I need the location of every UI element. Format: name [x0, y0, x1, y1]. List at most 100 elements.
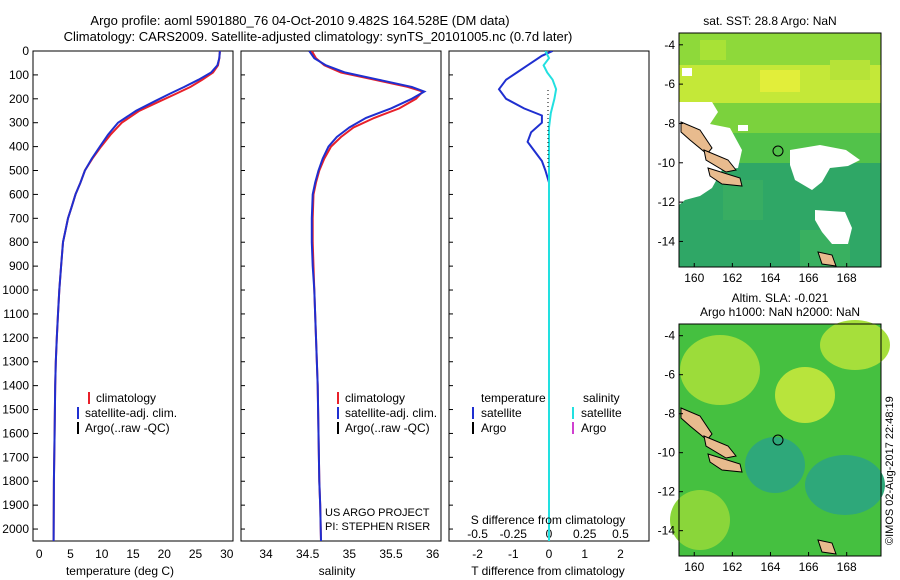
depth-axis: 0 100 200 300 400 500 600 700 800 900 1000 1100 1200… — [2, 44, 453, 536]
imos-credit: ©IMOS 02-Aug-2017 22:48:19 — [884, 396, 896, 545]
sla-map — [670, 320, 890, 557]
depth-tick-label: 100 — [9, 68, 29, 82]
x-tick-label: -2 — [472, 547, 483, 561]
argo-float-marker-1 — [772, 145, 784, 157]
temperature-legend: climatology satellite-adj. clim. Argo(..… — [77, 391, 177, 435]
depth-tick-label: 1800 — [2, 474, 29, 488]
x-tick-label: 25 — [189, 547, 203, 561]
map-x-tick-label: 162 — [722, 271, 742, 285]
sla-map-x-ticks: 160 162 164 166 168 — [684, 552, 857, 574]
map-x-tick-label: 160 — [684, 271, 704, 285]
sst-map — [678, 32, 882, 268]
island-7 — [707, 453, 743, 473]
difference-lines — [497, 51, 558, 541]
project-annotation: US ARGO PROJECT — [325, 507, 430, 519]
depth-tick-label: 1100 — [3, 307, 29, 321]
cloud-patch-3 — [815, 210, 852, 244]
depth-tick-label: 1900 — [2, 498, 29, 512]
map-x-tick-label: 168 — [837, 560, 857, 574]
x-tick-label: -0.5 — [467, 527, 488, 541]
x-tick-label: 20 — [158, 547, 172, 561]
map-y-tick-label: -10 — [658, 446, 676, 460]
island-2 — [703, 149, 737, 173]
temperature-xlabel: temperature (deg C) — [66, 564, 174, 578]
legend-argo-s: Argo(..raw -QC) — [345, 421, 430, 435]
header-line1: Argo profile: aoml 5901880_76 04-Oct-201… — [90, 13, 509, 28]
depth-tick-label: 1300 — [2, 355, 29, 369]
x-tick-label: -0.25 — [500, 527, 528, 541]
legend-satellite: satellite-adj. clim. — [85, 406, 177, 420]
pi-annotation: PI: STEPHEN RISER — [325, 521, 430, 533]
island-6 — [703, 435, 737, 459]
legend-argo: Argo(..raw -QC) — [85, 421, 170, 435]
temperature-x-ticks: 0 5 10 15 20 25 30 — [36, 547, 234, 561]
salinity-lines — [308, 51, 427, 541]
sla-map-frame — [678, 323, 882, 557]
legend-t-satellite: satellite — [481, 406, 522, 420]
series-line — [52, 51, 221, 541]
depth-tick-label: 0 — [22, 44, 29, 58]
temperature-lines — [52, 51, 221, 541]
depth-tick-label: 800 — [9, 235, 29, 249]
depth-tick-label: 300 — [9, 116, 29, 130]
map-y-tick-label: -8 — [664, 116, 675, 130]
map-y-tick-label: -12 — [658, 195, 676, 209]
map-y-tick-label: -14 — [658, 234, 676, 248]
x-tick-label: 5 — [67, 547, 74, 561]
map-x-tick-label: 168 — [837, 271, 857, 285]
x-tick-label: 34.5 — [296, 547, 320, 561]
x-tick-label: 2 — [617, 547, 624, 561]
difference-xlabel: T difference from climatology — [471, 564, 625, 578]
depth-tick-label: 1400 — [2, 379, 29, 393]
x-tick-label: 0.25 — [573, 527, 597, 541]
series-line — [308, 51, 427, 541]
difference-x-ticks: -2 -1 0 1 2 — [472, 547, 624, 561]
depth-tick-label: 1600 — [2, 426, 29, 440]
legend-temperature-title: temperature — [481, 391, 546, 405]
map-x-tick-label: 164 — [760, 271, 780, 285]
map-x-tick-label: 160 — [684, 560, 704, 574]
map-y-tick-label: -6 — [664, 368, 675, 382]
depth-tick-label: 1200 — [2, 331, 29, 345]
depth-tick-label: 900 — [9, 259, 29, 273]
x-tick-label: 0.5 — [612, 527, 629, 541]
x-tick-label: 0 — [36, 547, 43, 561]
sla-map-y-ticks: -4 -6 -8 -10 -12 -14 — [658, 329, 683, 538]
x-tick-label: 10 — [95, 547, 109, 561]
depth-tick-label: 1700 — [2, 450, 29, 464]
salinity-xlabel: salinity — [319, 564, 356, 578]
x-tick-label: 36 — [426, 547, 440, 561]
legend-salinity-title: salinity — [583, 391, 620, 405]
island-4 — [817, 251, 837, 267]
depth-tick-label: 2000 — [2, 522, 29, 536]
depth-tick-label: 700 — [9, 211, 29, 225]
cloud-patch-2 — [790, 145, 860, 190]
map-x-tick-label: 166 — [799, 560, 819, 574]
x-tick-label: 34 — [259, 547, 273, 561]
x-tick-label: 35.5 — [379, 547, 403, 561]
difference-legend: temperature satellite Argo salinity sate… — [472, 391, 622, 435]
legend-s-argo: Argo — [581, 421, 607, 435]
map-y-tick-label: -12 — [658, 485, 676, 499]
legend-satellite-s: satellite-adj. clim. — [345, 406, 437, 420]
sst-map-y-ticks: -4 -6 -8 -10 -12 -14 — [658, 38, 683, 248]
map-y-tick-label: -6 — [664, 77, 675, 91]
map-y-tick-label: -14 — [658, 524, 676, 538]
map-y-tick-label: -8 — [664, 407, 675, 421]
series-line — [542, 51, 558, 541]
sst-map-frame — [678, 32, 882, 268]
x-tick-label: 30 — [220, 547, 234, 561]
depth-tick-label: 600 — [9, 187, 29, 201]
x-tick-label: 15 — [126, 547, 140, 561]
island-8 — [817, 539, 837, 555]
temperature-panel — [32, 50, 234, 542]
legend-s-satellite: satellite — [581, 406, 622, 420]
depth-tick-label: 1500 — [2, 403, 29, 417]
argo-float-marker-2 — [772, 434, 784, 446]
map-y-tick-label: -10 — [658, 156, 676, 170]
map-x-tick-label: 162 — [722, 560, 742, 574]
salinity-x-ticks: 34 34.5 35 35.5 36 — [259, 547, 439, 561]
map-x-tick-label: 164 — [760, 560, 780, 574]
island-3 — [707, 167, 743, 187]
map-y-tick-label: -4 — [664, 329, 675, 343]
